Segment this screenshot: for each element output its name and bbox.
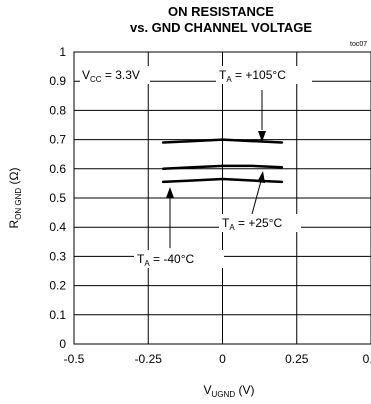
x-tick-label-1: -0.25 xyxy=(135,352,163,366)
leader-25 xyxy=(251,180,262,215)
condition-label: VCC = 3.3V xyxy=(82,68,140,84)
x-tick-label-3: 0.25 xyxy=(285,352,309,366)
label-25-bg xyxy=(219,214,301,232)
y-tick-label-3: 0.3 xyxy=(49,249,66,263)
label-105-bg xyxy=(216,66,312,84)
grid-lines xyxy=(74,52,371,344)
x-axis-label-main: V xyxy=(204,383,212,397)
x-tick-label-0: -0.5 xyxy=(64,352,85,366)
y-tick-label-5: 0.5 xyxy=(49,191,66,205)
y-axis-label-sub: ON GND xyxy=(14,188,23,220)
series-line-2 xyxy=(161,177,284,184)
figure-code: toc07 xyxy=(350,41,367,48)
series-label-25-rest: = +25°C xyxy=(235,216,283,230)
series-label-105-sub: A xyxy=(226,75,232,84)
y-tick-label-0: 0 xyxy=(59,337,66,351)
x-axis-label-sub: UGND xyxy=(212,390,236,399)
chart-title-line1: ON RESISTANCE xyxy=(168,4,274,19)
y-axis-label-main: R xyxy=(7,219,21,228)
y-tick-label-10: 1 xyxy=(59,45,66,59)
condition-rest: = 3.3V xyxy=(102,68,140,82)
y-tick-label-6: 0.6 xyxy=(49,162,66,176)
y-tick-label-4: 0.4 xyxy=(49,220,66,234)
y-tick-label-1: 0.1 xyxy=(49,308,66,322)
label-neg40-bg xyxy=(134,250,224,268)
series-line-0 xyxy=(161,138,284,144)
y-tick-label-2: 0.2 xyxy=(49,279,66,293)
y-tick-label-9: 0.9 xyxy=(49,74,66,88)
chart-title-line2: vs. GND CHANNEL VOLTAGE xyxy=(130,20,312,35)
y-ticks: 0 0.1 0.2 0.3 0.4 0.5 0.6 0.7 0.8 0.9 1 xyxy=(49,45,66,351)
series-label-neg40: TA = -40°C xyxy=(137,252,195,268)
condition-main: V xyxy=(82,68,90,82)
series-line-1 xyxy=(161,164,284,171)
arrowhead-neg40 xyxy=(166,187,174,198)
y-axis-label: RON GND (Ω) xyxy=(7,168,23,229)
series-label-neg40-sub: A xyxy=(144,259,150,268)
y-tick-label-7: 0.7 xyxy=(49,133,66,147)
y-axis-label-unit: (Ω) xyxy=(7,168,21,188)
x-axis-label: VUGND (V) xyxy=(204,383,255,399)
x-axis-label-unit: (V) xyxy=(235,383,254,397)
series-label-105-prefix: T xyxy=(219,68,227,82)
x-tick-label-4: 0.5 xyxy=(363,352,371,366)
series-label-neg40-rest: = -40°C xyxy=(150,252,195,266)
series-label-105-rest: = +105°C xyxy=(232,68,287,82)
series-label-25-prefix: T xyxy=(222,216,230,230)
series-label-105: TA = +105°C xyxy=(219,68,286,84)
series-lines xyxy=(161,138,284,184)
series-label-25: TA = +25°C xyxy=(222,216,283,232)
series-label-25-sub: A xyxy=(229,223,235,232)
series-label-neg40-prefix: T xyxy=(137,252,145,266)
x-ticks: -0.5 -0.25 0 0.25 0.5 xyxy=(64,352,371,366)
condition-sub: CC xyxy=(90,75,102,84)
y-tick-label-8: 0.8 xyxy=(49,103,66,117)
condition-label-bg xyxy=(80,66,150,84)
x-tick-label-2: 0 xyxy=(219,352,226,366)
arrowhead-105 xyxy=(258,131,266,142)
